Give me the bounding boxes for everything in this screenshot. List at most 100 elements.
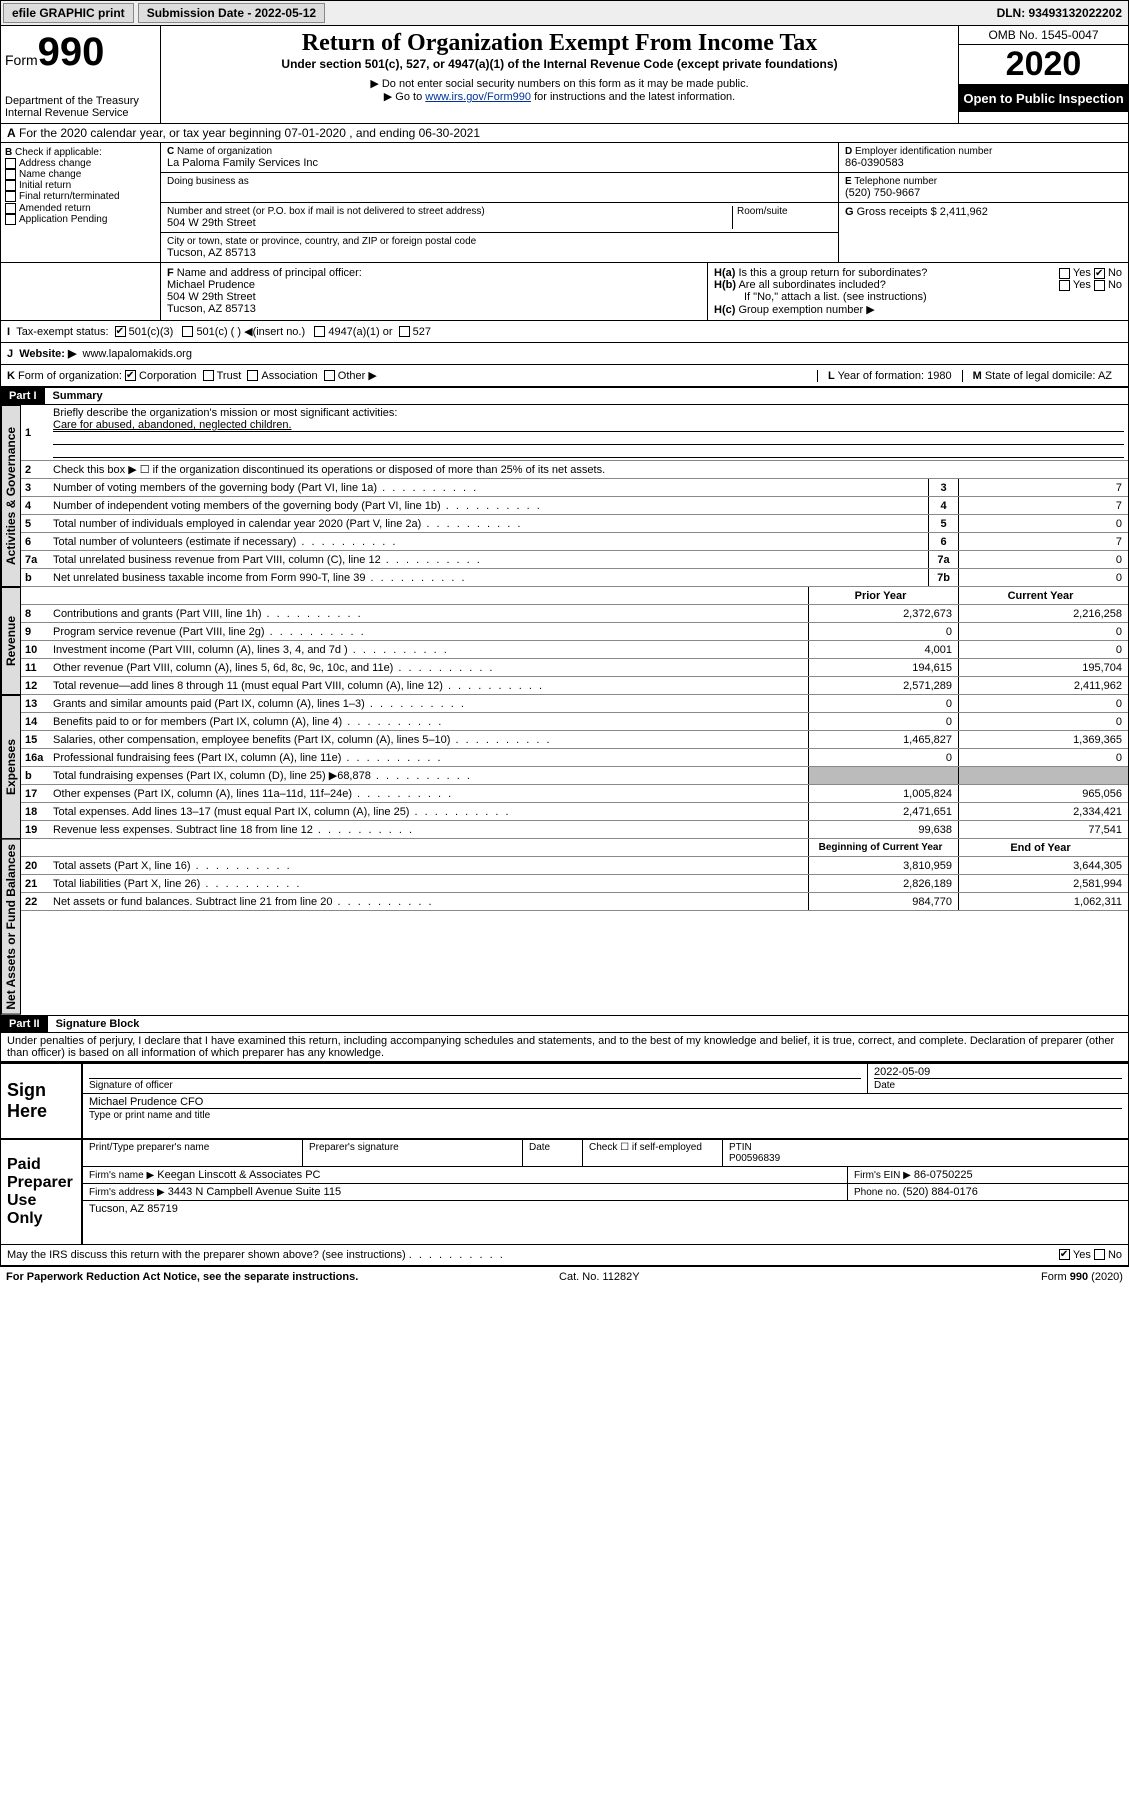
org-name: La Paloma Family Services Inc — [167, 157, 832, 169]
discuss-yes-checkbox[interactable] — [1059, 1249, 1070, 1260]
line-9: 9 Program service revenue (Part VIII, li… — [21, 623, 1128, 641]
firm-phone: (520) 884-0176 — [903, 1186, 978, 1198]
tab-expenses: Expenses — [1, 695, 21, 839]
website-row: J Website: ▶ www.lapalomakids.org — [0, 343, 1129, 365]
website: www.lapalomakids.org — [83, 348, 192, 360]
firm-ein: 86-0750225 — [914, 1169, 973, 1181]
tab-net-assets: Net Assets or Fund Balances — [1, 839, 21, 1015]
org-street: 504 W 29th Street — [167, 217, 732, 229]
section-net-assets: Net Assets or Fund Balances Beginning of… — [0, 839, 1129, 1016]
trust-checkbox[interactable] — [203, 370, 214, 381]
hb-note: If "No," attach a list. (see instruction… — [714, 291, 1122, 303]
footer-form: Form 990 (2020) — [1041, 1271, 1123, 1283]
gross-receipts: 2,411,962 — [940, 206, 988, 218]
line-7a: 7a Total unrelated business revenue from… — [21, 551, 1128, 569]
efile-button[interactable]: efile GRAPHIC print — [3, 3, 134, 23]
line-16a: 16a Professional fundraising fees (Part … — [21, 749, 1128, 767]
hc-label: Group exemption number ▶ — [738, 304, 874, 316]
line-6: 6 Total number of volunteers (estimate i… — [21, 533, 1128, 551]
open-inspection: Open to Public Inspection — [959, 85, 1128, 112]
other-checkbox[interactable] — [324, 370, 335, 381]
line-3: 3 Number of voting members of the govern… — [21, 479, 1128, 497]
line-2: Check this box ▶ ☐ if the organization d… — [49, 461, 1128, 478]
dba-label: Doing business as — [167, 176, 832, 187]
part1-header: Part ISummary — [0, 388, 1129, 405]
form-number: Form990 — [5, 30, 156, 75]
line-14: 14 Benefits paid to or for members (Part… — [21, 713, 1128, 731]
527-checkbox[interactable] — [399, 326, 410, 337]
paid-preparer-label: Paid Preparer Use Only — [1, 1140, 81, 1244]
officer-group-row: F Name and address of principal officer:… — [0, 263, 1129, 321]
tab-activities: Activities & Governance — [1, 405, 21, 587]
perjury-statement: Under penalties of perjury, I declare th… — [0, 1033, 1129, 1062]
initial-return-checkbox[interactable] — [5, 180, 16, 191]
firm-name: Keegan Linscott & Associates PC — [157, 1169, 320, 1181]
section-activities: Activities & Governance 1Briefly describ… — [0, 405, 1129, 587]
hb-yes-checkbox[interactable] — [1059, 280, 1070, 291]
tax-exempt-row: I Tax-exempt status: 501(c)(3) 501(c) ( … — [0, 321, 1129, 343]
app-pending-checkbox[interactable] — [5, 214, 16, 225]
line-13: 13 Grants and similar amounts paid (Part… — [21, 695, 1128, 713]
room-suite: Room/suite — [732, 206, 832, 229]
discuss-no-checkbox[interactable] — [1094, 1249, 1105, 1260]
irs-link[interactable]: www.irs.gov/Form990 — [425, 91, 531, 103]
submission-date-button[interactable]: Submission Date - 2022-05-12 — [138, 3, 325, 23]
ha-no-checkbox[interactable] — [1094, 268, 1105, 279]
hb-no-checkbox[interactable] — [1094, 280, 1105, 291]
year-formation: 1980 — [927, 370, 951, 382]
officer-street: 504 W 29th Street — [167, 291, 256, 303]
line-19: 19 Revenue less expenses. Subtract line … — [21, 821, 1128, 839]
ha-yes-checkbox[interactable] — [1059, 268, 1070, 279]
dept-label: Department of the Treasury Internal Reve… — [5, 95, 156, 119]
corp-checkbox[interactable] — [125, 370, 136, 381]
line-12: 12 Total revenue—add lines 8 through 11 … — [21, 677, 1128, 695]
row-a-tax-year: A For the 2020 calendar year, or tax yea… — [0, 124, 1129, 143]
name-change-checkbox[interactable] — [5, 169, 16, 180]
firm-address2: Tucson, AZ 85719 — [89, 1203, 178, 1215]
line-18: 18 Total expenses. Add lines 13–17 (must… — [21, 803, 1128, 821]
self-employed-check[interactable]: Check ☐ if self-employed — [583, 1140, 723, 1166]
form-title: Return of Organization Exempt From Incom… — [165, 30, 954, 57]
col-begin-year: Beginning of Current Year — [808, 839, 958, 856]
city-label: City or town, state or province, country… — [167, 236, 832, 247]
final-return-checkbox[interactable] — [5, 191, 16, 202]
section-revenue: Revenue Prior YearCurrent Year 8 Contrib… — [0, 587, 1129, 695]
line-17: 17 Other expenses (Part IX, column (A), … — [21, 785, 1128, 803]
tax-year: 2020 — [959, 45, 1128, 85]
omb-number: OMB No. 1545-0047 — [959, 26, 1128, 45]
line-4: 4 Number of independent voting members o… — [21, 497, 1128, 515]
prep-name-label: Print/Type preparer's name — [83, 1140, 303, 1166]
mission-text: Care for abused, abandoned, neglected ch… — [53, 419, 292, 431]
line-22: 22 Net assets or fund balances. Subtract… — [21, 893, 1128, 911]
officer-title: Michael Prudence CFO — [89, 1096, 203, 1108]
4947-checkbox[interactable] — [314, 326, 325, 337]
state-domicile: AZ — [1098, 370, 1112, 382]
501c3-checkbox[interactable] — [115, 326, 126, 337]
501c-checkbox[interactable] — [182, 326, 193, 337]
officer-city: Tucson, AZ 85713 — [167, 303, 256, 315]
street-label: Number and street (or P.O. box if mail i… — [167, 206, 732, 217]
tab-revenue: Revenue — [1, 587, 21, 695]
prep-sig-label: Preparer's signature — [303, 1140, 523, 1166]
top-bar: efile GRAPHIC print Submission Date - 20… — [0, 0, 1129, 26]
line-21: 21 Total liabilities (Part X, line 26) 2… — [21, 875, 1128, 893]
line-8: 8 Contributions and grants (Part VIII, l… — [21, 605, 1128, 623]
telephone: (520) 750-9667 — [845, 187, 1122, 199]
line-b: b Total fundraising expenses (Part IX, c… — [21, 767, 1128, 785]
address-change-checkbox[interactable] — [5, 158, 16, 169]
discuss-row: May the IRS discuss this return with the… — [0, 1245, 1129, 1266]
form-org-row: K Form of organization: Corporation Trus… — [0, 365, 1129, 388]
line-11: 11 Other revenue (Part VIII, column (A),… — [21, 659, 1128, 677]
sig-officer-label: Signature of officer — [89, 1080, 173, 1091]
ptin: P00596839 — [729, 1153, 780, 1164]
section-expenses: Expenses 13 Grants and similar amounts p… — [0, 695, 1129, 839]
assoc-checkbox[interactable] — [247, 370, 258, 381]
line-10: 10 Investment income (Part VIII, column … — [21, 641, 1128, 659]
note-ssn: Do not enter social security numbers on … — [165, 77, 954, 90]
form-subtitle: Under section 501(c), 527, or 4947(a)(1)… — [165, 57, 954, 71]
col-prior-year: Prior Year — [808, 587, 958, 604]
sign-here-section: Sign Here Signature of officer 2022-05-0… — [0, 1062, 1129, 1139]
amended-return-checkbox[interactable] — [5, 203, 16, 214]
line-5: 5 Total number of individuals employed i… — [21, 515, 1128, 533]
sign-here-label: Sign Here — [1, 1064, 81, 1138]
